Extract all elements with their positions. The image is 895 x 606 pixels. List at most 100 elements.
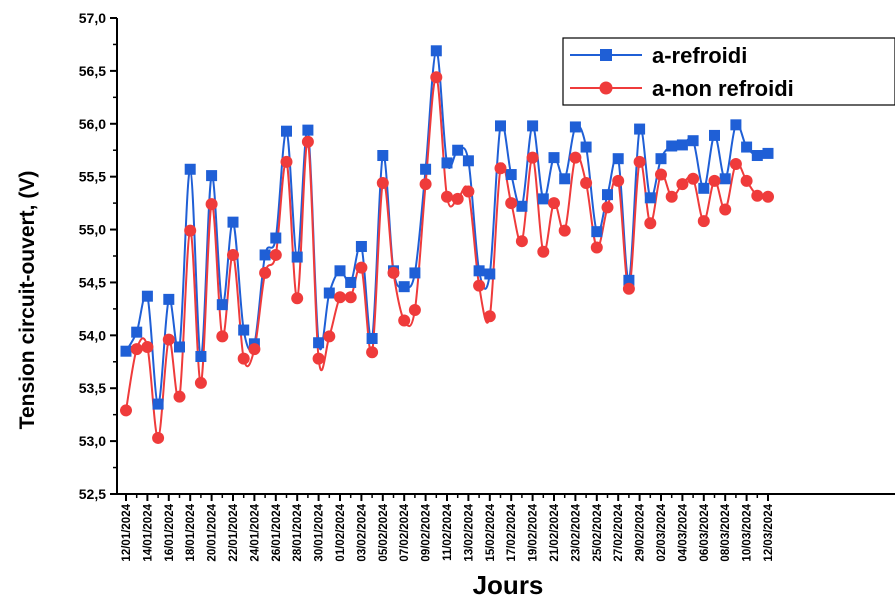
data-point-refroidi (452, 144, 464, 156)
data-point-refroidi (345, 276, 357, 288)
data-point-refroidi (559, 173, 571, 185)
y-tick-label: 53,0 (79, 433, 106, 449)
data-point-refroidi (666, 140, 678, 152)
data-point-non-refroidi (344, 291, 357, 304)
x-tick-label: 26/01/2024 (271, 503, 283, 561)
data-point-refroidi (730, 119, 742, 131)
data-point-refroidi (741, 141, 753, 153)
x-tick-label: 22/01/2024 (228, 503, 240, 561)
data-point-non-refroidi (441, 190, 453, 203)
data-point-non-refroidi (687, 172, 700, 185)
series-markers (120, 45, 774, 444)
data-point-refroidi (644, 192, 656, 204)
data-point-non-refroidi (323, 330, 336, 343)
data-point-non-refroidi (216, 330, 229, 343)
data-point-refroidi (302, 124, 314, 136)
data-point-non-refroidi (280, 155, 293, 168)
data-point-non-refroidi (419, 178, 432, 191)
data-point-non-refroidi (141, 340, 154, 353)
x-tick-label: 23/02/2024 (570, 503, 582, 561)
data-point-refroidi (537, 193, 549, 205)
legend-marker-circle (599, 81, 613, 95)
data-point-refroidi (163, 293, 175, 305)
data-point-refroidi (334, 265, 346, 277)
x-tick-label: 05/02/2024 (378, 503, 390, 561)
data-point-refroidi (291, 251, 303, 263)
series-line-non-refroidi (125, 76, 769, 439)
data-point-refroidi (623, 274, 635, 286)
data-point-refroidi (569, 121, 581, 133)
legend-box (562, 37, 895, 106)
x-tick-label: 25/02/2024 (592, 503, 604, 561)
x-tick-label: 24/01/2024 (249, 503, 261, 561)
data-point-non-refroidi (366, 346, 379, 359)
data-point-non-refroidi (387, 266, 400, 279)
data-point-non-refroidi (130, 343, 143, 356)
data-point-refroidi (527, 120, 539, 132)
data-point-non-refroidi (184, 224, 197, 237)
data-point-non-refroidi (719, 203, 732, 216)
data-point-refroidi (516, 200, 528, 212)
data-point-non-refroidi (762, 190, 774, 203)
x-tick-label: 18/01/2024 (185, 503, 197, 561)
x-tick-label: 07/02/2024 (399, 503, 411, 561)
data-point-refroidi (751, 150, 763, 162)
axes: 52,5 53,0 53,5 54,0 54,5 55,0 55,5 56,0 56,5 57,0… (79, 10, 895, 562)
data-point-non-refroidi (569, 151, 582, 164)
x-tick-label: 27/02/2024 (613, 503, 625, 561)
y-tick-label: 54,5 (79, 274, 106, 290)
x-tick-label: 29/02/2024 (635, 503, 647, 561)
data-point-refroidi (698, 182, 710, 194)
y-tick-label: 55,5 (79, 169, 106, 185)
data-point-non-refroidi (312, 352, 325, 365)
data-point-non-refroidi (590, 241, 603, 254)
x-tick-label: 20/01/2024 (207, 503, 219, 561)
data-point-non-refroidi (558, 224, 571, 237)
x-axis-title: Jours (473, 570, 544, 600)
data-point-non-refroidi (633, 155, 646, 168)
data-point-non-refroidi (355, 261, 368, 274)
data-point-non-refroidi (237, 352, 250, 365)
data-point-refroidi (602, 189, 613, 201)
data-point-non-refroidi (644, 217, 657, 230)
data-point-refroidi (612, 153, 624, 165)
data-point-refroidi (398, 281, 410, 293)
data-point-non-refroidi (152, 431, 165, 444)
data-point-refroidi (174, 341, 185, 353)
data-point-refroidi (259, 249, 271, 261)
data-point-refroidi (366, 333, 378, 345)
x-tick-label: 13/02/2024 (463, 503, 475, 561)
data-point-non-refroidi (301, 135, 314, 148)
data-point-refroidi (473, 265, 485, 277)
x-tick-label: 17/02/2024 (506, 503, 518, 561)
data-point-refroidi (141, 290, 153, 302)
legend-label: a-non refroidi (652, 76, 794, 101)
x-tick-label: 14/01/2024 (142, 503, 154, 561)
x-tick-label: 28/01/2024 (292, 503, 304, 561)
data-point-non-refroidi (227, 248, 239, 261)
data-point-non-refroidi (548, 197, 560, 210)
data-point-refroidi (409, 267, 421, 279)
y-tick-label: 56,0 (79, 116, 106, 132)
x-tick-label: 09/02/2024 (421, 503, 433, 561)
data-point-refroidi (195, 350, 207, 362)
y-tick-label: 54,0 (79, 327, 106, 343)
x-tick-label: 30/01/2024 (314, 503, 326, 561)
data-point-refroidi (206, 170, 218, 182)
data-point-refroidi (495, 120, 506, 132)
data-point-refroidi (377, 150, 389, 162)
data-point-non-refroidi (494, 162, 507, 175)
data-point-refroidi (655, 153, 667, 165)
data-point-refroidi (580, 141, 592, 153)
y-tick-label: 52,5 (79, 486, 106, 502)
data-point-refroidi (762, 147, 774, 159)
x-tick-label: 12/03/2024 (763, 503, 775, 561)
data-point-non-refroidi (205, 198, 218, 211)
data-point-refroidi (238, 324, 250, 336)
x-tick-label: 04/03/2024 (677, 503, 689, 561)
data-point-refroidi (216, 299, 228, 311)
data-point-non-refroidi (398, 314, 411, 327)
data-point-non-refroidi (729, 157, 742, 170)
